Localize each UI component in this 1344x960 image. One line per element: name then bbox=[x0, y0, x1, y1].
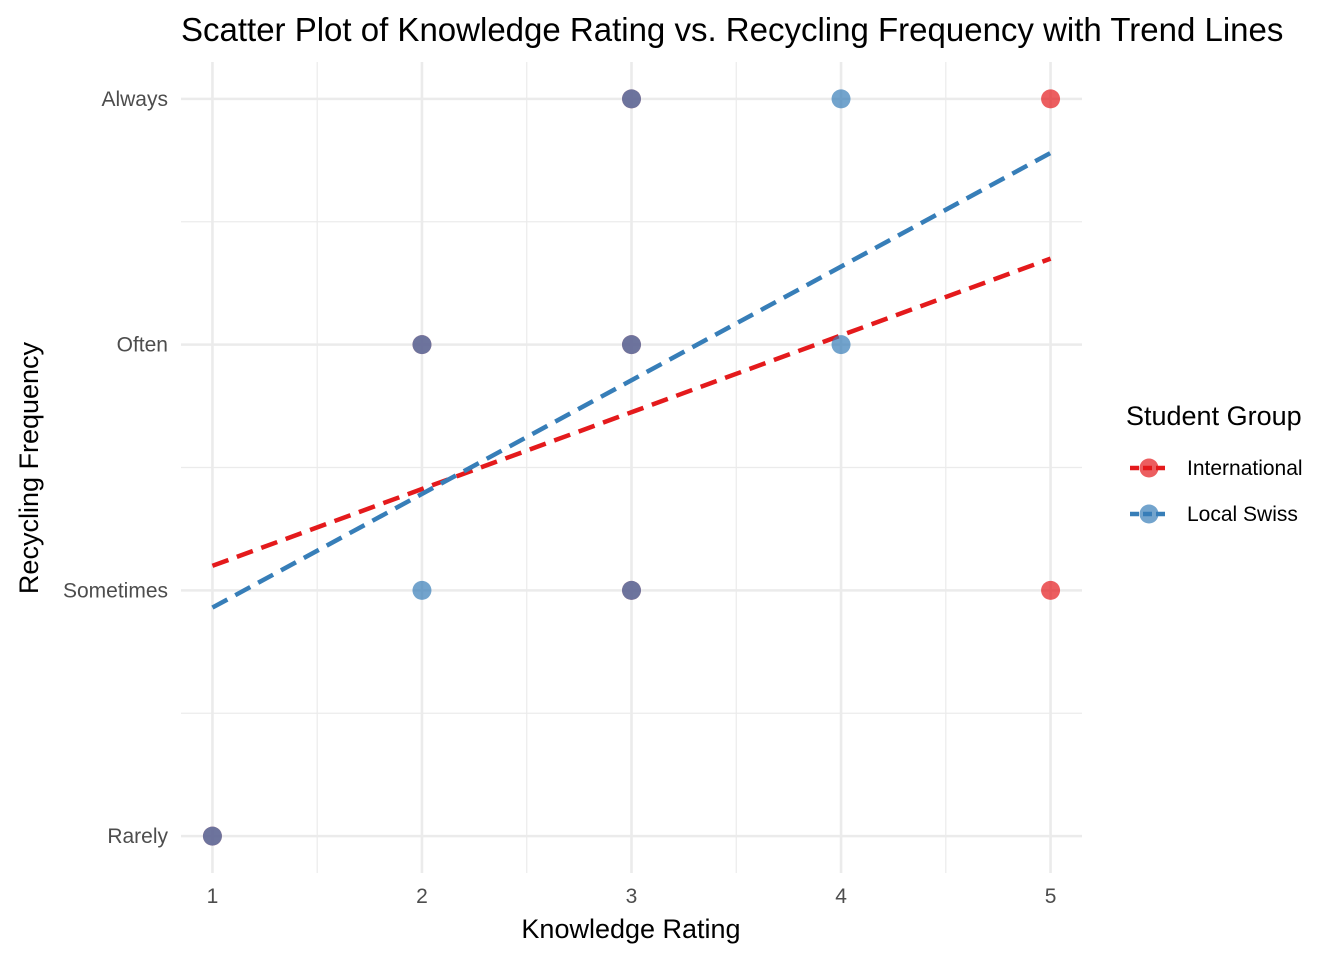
legend-item-international: International bbox=[1130, 457, 1303, 480]
x-tick-label: 1 bbox=[207, 885, 219, 908]
x-axis-title: Knowledge Rating bbox=[521, 914, 740, 944]
y-tick-label: Often bbox=[117, 334, 168, 357]
chart-title: Scatter Plot of Knowledge Rating vs. Rec… bbox=[181, 11, 1283, 48]
trend-lines bbox=[211, 150, 1052, 610]
x-tick-label: 4 bbox=[835, 885, 847, 908]
data-points bbox=[202, 89, 1061, 846]
point-local-swiss bbox=[412, 580, 432, 600]
legend-label: International bbox=[1187, 457, 1303, 480]
x-tick-label: 5 bbox=[1045, 885, 1057, 908]
trend-line-local-swiss bbox=[211, 150, 1052, 610]
point-international bbox=[1041, 580, 1061, 600]
point-local-swiss bbox=[202, 826, 222, 846]
legend-item-local-swiss: Local Swiss bbox=[1130, 503, 1298, 526]
legend-point-key bbox=[1139, 504, 1159, 524]
point-international bbox=[1041, 89, 1061, 109]
trend-line-international bbox=[211, 256, 1052, 568]
y-axis-tick-labels: Rarely Sometimes Often Always bbox=[63, 88, 169, 848]
point-local-swiss bbox=[622, 335, 641, 355]
legend-point-key bbox=[1139, 458, 1159, 478]
legend: Student Group International Local Swiss bbox=[1126, 401, 1303, 526]
point-local-swiss bbox=[412, 335, 432, 355]
x-tick-label: 2 bbox=[416, 885, 428, 908]
legend-label: Local Swiss bbox=[1187, 503, 1298, 526]
y-tick-label: Sometimes bbox=[63, 579, 168, 602]
point-local-swiss bbox=[831, 89, 851, 109]
y-tick-label: Rarely bbox=[107, 825, 168, 848]
legend-title: Student Group bbox=[1126, 401, 1302, 431]
y-tick-label: Always bbox=[101, 88, 168, 111]
point-local-swiss bbox=[622, 580, 641, 600]
y-axis-title: Recycling Frequency bbox=[14, 341, 44, 594]
x-tick-label: 3 bbox=[626, 885, 638, 908]
point-local-swiss bbox=[831, 335, 851, 355]
point-local-swiss bbox=[622, 89, 641, 109]
x-axis-tick-labels: 1 2 3 4 5 bbox=[207, 885, 1057, 908]
